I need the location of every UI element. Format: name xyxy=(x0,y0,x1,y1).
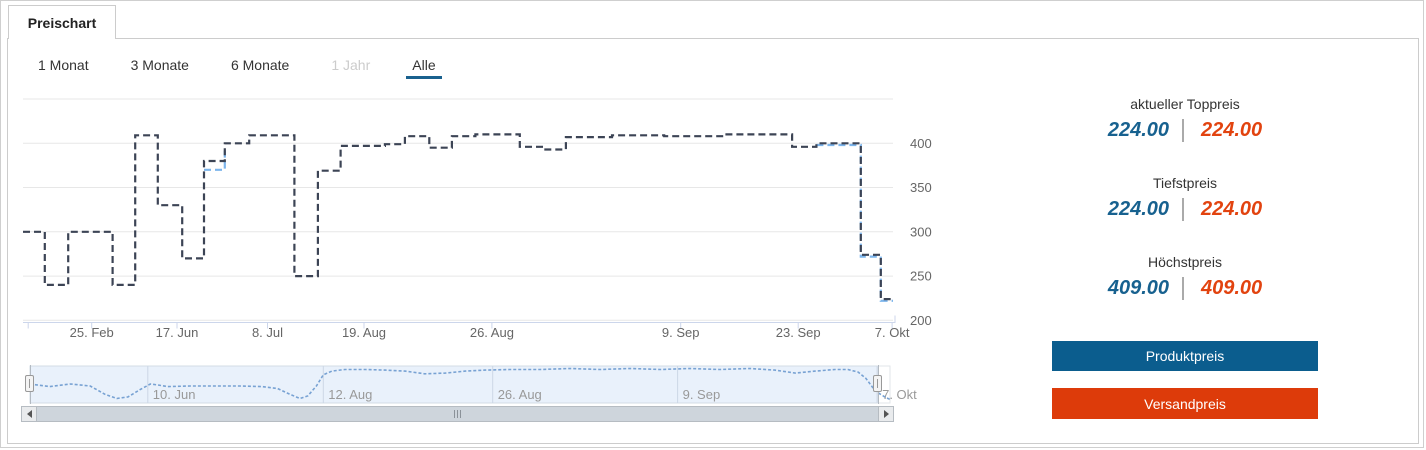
preischart-card: 1 Monat 3 Monate 6 Monate 1 Jahr Alle 40… xyxy=(7,38,1419,444)
x-axis-line xyxy=(23,315,896,323)
y-tick-label: 300 xyxy=(910,224,932,239)
series-price-light-blue xyxy=(204,146,226,171)
price-separator xyxy=(1182,118,1184,142)
scrollbar-left-button[interactable] xyxy=(21,406,37,422)
navigator-tick-label: 12. Aug xyxy=(328,387,372,402)
price-value-orange: 409.00 xyxy=(1201,276,1263,299)
navigator-left-handle[interactable] xyxy=(25,375,34,392)
range-item-label: 1 Jahr xyxy=(331,57,371,73)
price-value-blue: 409.00 xyxy=(1107,276,1169,299)
y-tick-label: 350 xyxy=(910,180,932,195)
price-values: 224.00 224.00 xyxy=(1052,197,1318,221)
scroll-right-icon xyxy=(883,410,889,418)
navigator-tick-label: 7. Okt xyxy=(882,387,917,402)
price-value-blue: 224.00 xyxy=(1107,118,1169,141)
scrollbar-grip-icon xyxy=(454,410,461,418)
range-item-1-monat[interactable]: 1 Monat xyxy=(32,55,95,79)
navigator-right-handle[interactable] xyxy=(873,375,882,392)
range-item-1-jahr: 1 Jahr xyxy=(325,55,376,79)
price-value-blue: 224.00 xyxy=(1107,197,1169,220)
navigator-tick-label: 10. Jun xyxy=(153,387,196,402)
navigator[interactable]: 10. Jun 12. Aug 26. Aug 9. Sep 7. Okt xyxy=(8,365,948,405)
x-tick-label: 25. Feb xyxy=(70,325,114,340)
tab-label: Preischart xyxy=(27,14,97,31)
x-tick-label: 26. Aug xyxy=(470,325,514,340)
price-values: 409.00 409.00 xyxy=(1052,276,1318,300)
scrollbar-right-button[interactable] xyxy=(878,406,894,422)
scroll-left-icon xyxy=(26,410,32,418)
x-tick-label: 9. Sep xyxy=(662,325,700,340)
price-separator xyxy=(1182,197,1184,221)
navigator-line xyxy=(29,367,891,401)
y-tick-label: 250 xyxy=(910,269,932,284)
price-values: 224.00 224.00 xyxy=(1052,118,1318,142)
range-item-label: Alle xyxy=(412,57,436,73)
x-tick-label: 7. Okt xyxy=(875,325,910,340)
range-item-3-monate[interactable]: 3 Monate xyxy=(125,55,195,79)
navigator-tick-label: 26. Aug xyxy=(498,387,542,402)
main-chart-svg: 400 350 300 250 200 25. Feb 17. Jun 8. Jul 19. A… xyxy=(23,98,932,340)
price-label: Tiefstpreis xyxy=(1152,175,1218,191)
versandpreis-button[interactable]: Versandpreis xyxy=(1052,388,1318,419)
price-block-hoechstpreis: Höchstpreis 409.00 409.00 xyxy=(1052,254,1318,300)
x-tick-label: 19. Aug xyxy=(342,325,386,340)
price-label: Höchstpreis xyxy=(1148,254,1222,270)
price-value-orange: 224.00 xyxy=(1201,197,1263,220)
range-item-6-monate[interactable]: 6 Monate xyxy=(225,55,295,79)
price-value-orange: 224.00 xyxy=(1201,118,1263,141)
x-tick-label: 8. Jul xyxy=(252,325,283,340)
range-item-alle[interactable]: Alle xyxy=(406,55,442,79)
range-item-label: 1 Monat xyxy=(38,57,89,73)
tab-preischart[interactable]: Preischart xyxy=(8,5,116,39)
range-item-label: 6 Monate xyxy=(230,57,290,73)
x-tick-label: 23. Sep xyxy=(776,325,821,340)
price-label: aktueller Toppreis xyxy=(1130,96,1240,112)
scrollbar-thumb[interactable] xyxy=(37,406,878,422)
series-price-dark xyxy=(23,133,893,301)
price-block-toppreis: aktueller Toppreis 224.00 224.00 xyxy=(1052,96,1318,142)
produktpreis-button[interactable]: Produktpreis xyxy=(1052,341,1318,371)
y-tick-label: 200 xyxy=(910,313,932,328)
price-chart-plot-area[interactable]: 400 350 300 250 200 25. Feb 17. Jun 8. Jul 19. A… xyxy=(8,87,948,349)
navigator-svg: 10. Jun 12. Aug 26. Aug 9. Sep 7. Okt xyxy=(29,365,917,404)
y-tick-label: 400 xyxy=(910,136,932,151)
range-item-label: 3 Monate xyxy=(130,57,189,73)
navigator-tick-label: 9. Sep xyxy=(683,387,721,402)
series-price-light-blue xyxy=(816,143,893,302)
price-separator xyxy=(1182,276,1184,300)
range-selector: 1 Monat 3 Monate 6 Monate 1 Jahr Alle xyxy=(32,55,442,79)
x-tick-label: 17. Jun xyxy=(156,325,199,340)
price-block-tiefstpreis: Tiefstpreis 224.00 224.00 xyxy=(1052,175,1318,221)
scrollbar[interactable] xyxy=(21,406,894,422)
price-panel: aktueller Toppreis 224.00 224.00 Tiefstp… xyxy=(1052,96,1318,419)
